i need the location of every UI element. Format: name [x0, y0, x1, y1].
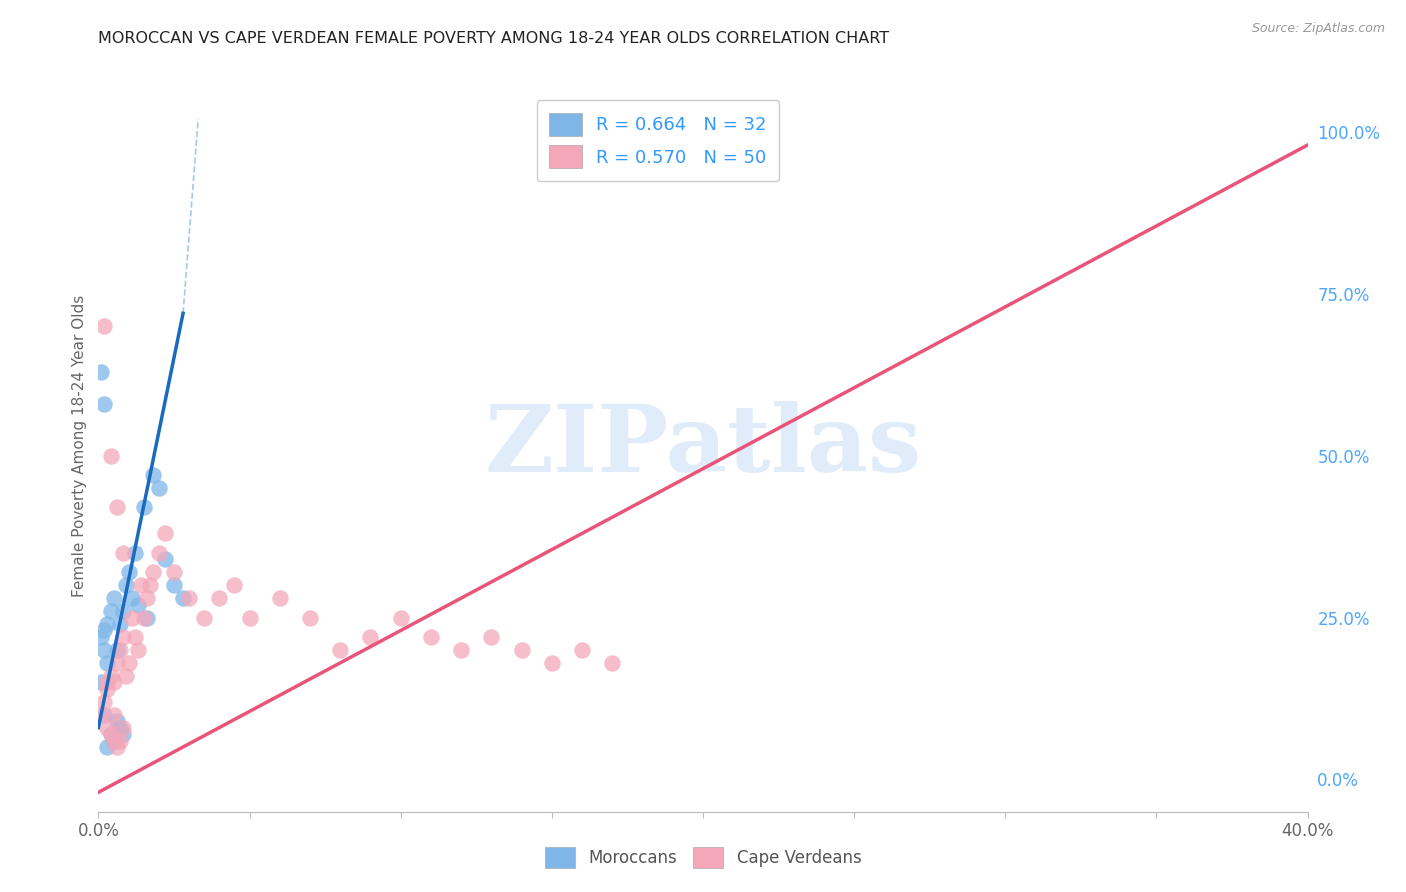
Point [105, 500, 128, 515]
Point [93, 643, 115, 657]
Point [100, 727, 122, 741]
Text: Source: ZipAtlas.com: Source: ZipAtlas.com [1251, 22, 1385, 36]
Point [124, 546, 146, 560]
Point [96, 656, 118, 670]
Point [96, 617, 118, 632]
Point [90, 365, 112, 379]
Point [142, 566, 165, 580]
Point [103, 733, 125, 747]
Point [105, 714, 128, 728]
Point [114, 669, 136, 683]
Text: MOROCCAN VS CAPE VERDEAN FEMALE POVERTY AMONG 18-24 YEAR OLDS CORRELATION CHART: MOROCCAN VS CAPE VERDEAN FEMALE POVERTY … [98, 31, 890, 46]
Point [121, 610, 143, 624]
Point [148, 546, 170, 560]
Point [111, 721, 134, 735]
Point [100, 604, 122, 618]
Point [224, 578, 246, 592]
Point [108, 721, 131, 735]
Point [124, 630, 146, 644]
Point [420, 630, 443, 644]
Y-axis label: Female Poverty Among 18-24 Year Olds: Female Poverty Among 18-24 Year Olds [72, 295, 87, 597]
Point [96, 681, 118, 696]
Point [142, 468, 165, 483]
Point [118, 656, 141, 670]
Point [105, 739, 128, 754]
Point [93, 397, 115, 411]
Point [111, 604, 134, 618]
Point [103, 707, 125, 722]
Point [540, 656, 562, 670]
Point [239, 610, 262, 624]
Point [108, 643, 131, 657]
Point [105, 643, 128, 657]
Point [111, 727, 134, 741]
Point [127, 598, 149, 612]
Point [299, 610, 322, 624]
Point [571, 643, 593, 657]
Point [153, 552, 176, 566]
Text: ZIPatlas: ZIPatlas [485, 401, 921, 491]
Point [360, 630, 382, 644]
Point [129, 578, 152, 592]
Point [193, 610, 215, 624]
Point [269, 591, 291, 606]
Point [96, 739, 118, 754]
Point [103, 733, 125, 747]
Point [163, 578, 186, 592]
Point [114, 578, 136, 592]
Point [450, 643, 472, 657]
Point [118, 566, 141, 580]
Point [510, 643, 533, 657]
Point [481, 630, 503, 644]
Point [90, 675, 112, 690]
Point [108, 733, 131, 747]
Point [121, 591, 143, 606]
Point [100, 727, 122, 741]
Point [135, 591, 157, 606]
Point [179, 591, 201, 606]
Point [132, 610, 155, 624]
Point [111, 546, 134, 560]
Point [93, 695, 115, 709]
Point [127, 643, 149, 657]
Point [93, 624, 115, 638]
Point [602, 656, 624, 670]
Point [100, 449, 122, 463]
Point [163, 566, 186, 580]
Point [148, 481, 170, 495]
Legend: Moroccans, Cape Verdeans: Moroccans, Cape Verdeans [538, 840, 868, 875]
Legend: R = 0.664   N = 32, R = 0.570   N = 50: R = 0.664 N = 32, R = 0.570 N = 50 [537, 100, 779, 181]
Point [329, 643, 352, 657]
Point [139, 578, 162, 592]
Point [96, 675, 118, 690]
Point [90, 630, 112, 644]
Point [208, 591, 231, 606]
Point [389, 610, 412, 624]
Point [132, 500, 155, 515]
Point [93, 707, 115, 722]
Point [100, 669, 122, 683]
Point [172, 591, 194, 606]
Point [103, 675, 125, 690]
Point [96, 721, 118, 735]
Point [135, 610, 157, 624]
Point [93, 319, 115, 334]
Point [90, 707, 112, 722]
Point [103, 591, 125, 606]
Point [111, 630, 134, 644]
Point [105, 656, 128, 670]
Point [153, 526, 176, 541]
Point [108, 617, 131, 632]
